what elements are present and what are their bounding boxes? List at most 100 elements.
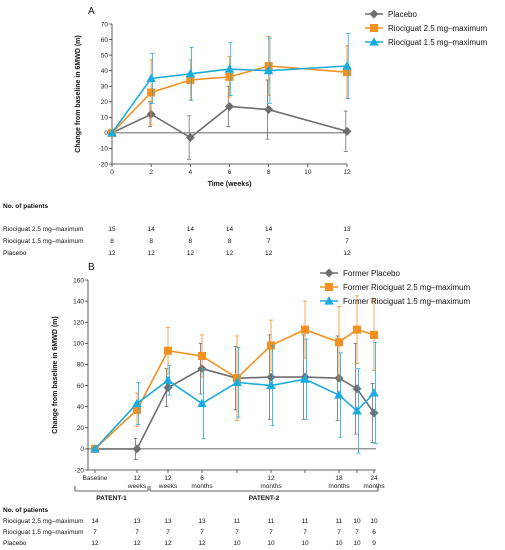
y-tick-label-a-2: 0 xyxy=(104,130,108,137)
data-point-a-1-3 xyxy=(225,72,234,81)
table-cell-b-2-7: 10 xyxy=(335,540,343,547)
legend-label-b-1: Former Riociguat 2.5 mg–maximum xyxy=(343,283,470,292)
data-point-b-1-1 xyxy=(133,405,141,414)
x-tick-label-b-3-1: months xyxy=(191,483,213,490)
table-cell-b-2-8: 10 xyxy=(353,540,361,547)
y-axis-label-b: Change from baseline in 6MWD (m) xyxy=(52,316,59,433)
x-tick-label-a-0: 0 xyxy=(110,169,114,176)
y-tick-label-a-1: -10 xyxy=(99,146,109,153)
y-tick-label-b-9: 160 xyxy=(73,277,84,284)
legend-label-b-0: Former Placebo xyxy=(343,269,400,278)
legend-marker-b-0 xyxy=(324,268,334,278)
data-point-a-0-2 xyxy=(185,133,195,143)
table-cell-a-2-4: 12 xyxy=(265,250,273,257)
table-cell-b-0-7: 11 xyxy=(336,518,343,525)
table-cell-b-2-3: 12 xyxy=(198,540,206,547)
data-point-b-2-6 xyxy=(300,374,310,383)
data-point-a-2-3 xyxy=(224,64,235,73)
x-tick-label-b-2-1: weeks xyxy=(158,483,178,490)
table-cell-b-2-1: 12 xyxy=(133,540,141,547)
x-tick-label-b-3-0: 6 xyxy=(200,475,204,482)
table-cell-b-2-6: 10 xyxy=(301,540,309,547)
legend-label-a-0: Placebo xyxy=(388,10,417,19)
table-row-label-a-1: Riociguat 1.5 mg–maximum xyxy=(3,238,84,245)
series-line-b-2 xyxy=(94,378,375,450)
series-line-b-1 xyxy=(94,328,375,450)
data-point-b-2-0 xyxy=(90,444,100,453)
data-point-b-2-7 xyxy=(334,390,344,399)
table-cell-b-1-7: 7 xyxy=(337,529,341,536)
table-cell-a-0-3: 14 xyxy=(226,226,234,233)
data-point-a-0-5 xyxy=(342,126,352,136)
panel-label-b: B xyxy=(88,262,95,273)
table-cell-b-0-4: 11 xyxy=(234,518,241,525)
table-row-label-a-0: Riociguat 2.5 mg–maximum xyxy=(3,226,84,233)
table-cell-b-1-5: 7 xyxy=(269,529,273,536)
data-point-b-1-2 xyxy=(164,346,172,355)
data-point-b-2-3 xyxy=(197,398,207,408)
series-line-b-0 xyxy=(95,367,375,450)
data-point-b-1-6 xyxy=(301,325,309,334)
legend-marker-b-2 xyxy=(324,296,334,305)
data-point-a-2-4 xyxy=(263,65,274,75)
table-row-label-b-0: Riociguat 2.5 mg–maximum xyxy=(3,518,84,525)
table-cell-a-1-0: 8 xyxy=(110,238,114,245)
table-cell-a-1-3: 8 xyxy=(228,238,232,245)
legend-label-a-2: Riociguat 1.5 mg–maximum xyxy=(388,38,487,47)
legend-label-a-1: Riociguat 2.5 mg–maximum xyxy=(388,24,487,33)
data-point-a-2-2 xyxy=(185,68,196,78)
table-cell-b-1-4: 7 xyxy=(235,529,239,536)
table-cell-b-0-2: 13 xyxy=(164,518,172,525)
y-axis-label-a: Change from baseline in 6MWD (m) xyxy=(75,35,82,152)
table-cell-b-1-9: 6 xyxy=(372,529,376,536)
data-point-a-1-2 xyxy=(186,76,195,84)
x-tick-label-b-5-0: 12 xyxy=(267,475,275,482)
y-tick-label-b-1: 0 xyxy=(80,446,84,453)
table-cell-b-1-2: 7 xyxy=(166,529,170,536)
data-point-b-1-9 xyxy=(370,330,378,339)
legend-marker-a-2 xyxy=(369,37,379,46)
data-point-a-0-3 xyxy=(225,101,234,111)
y-tick-label-a-7: 50 xyxy=(101,52,109,59)
y-tick-label-b-6: 100 xyxy=(73,341,84,348)
x-tick-label-a-5: 10 xyxy=(304,169,312,176)
x-tick-label-a-4: 8 xyxy=(267,169,271,176)
data-point-a-1-1 xyxy=(147,88,156,97)
table-cell-b-0-1: 13 xyxy=(133,518,141,525)
table-cell-b-0-6: 11 xyxy=(302,518,309,525)
data-point-b-1-8 xyxy=(353,325,361,334)
data-point-b-2-5 xyxy=(266,380,276,390)
data-point-b-2-2 xyxy=(163,375,173,384)
y-tick-label-a-9: 70 xyxy=(101,21,109,28)
table-title-b: No. of patients xyxy=(3,507,49,514)
y-tick-label-a-8: 60 xyxy=(101,37,109,44)
table-cell-a-2-3: 12 xyxy=(226,250,234,257)
table-cell-b-2-5: 10 xyxy=(267,540,275,547)
data-point-b-0-5 xyxy=(266,372,276,382)
x-tick-label-a-3: 6 xyxy=(228,169,232,176)
y-tick-label-b-7: 120 xyxy=(73,320,84,327)
table-cell-a-0-5: 13 xyxy=(343,226,351,233)
table-cell-a-0-0: 15 xyxy=(108,226,116,233)
table-cell-b-1-3: 7 xyxy=(200,529,204,536)
y-tick-label-a-6: 40 xyxy=(101,68,109,75)
x-tick-label-a-6: 12 xyxy=(343,169,351,176)
table-cell-a-1-5: 7 xyxy=(345,238,349,245)
data-point-b-1-3 xyxy=(198,352,206,360)
legend-marker-b-1 xyxy=(325,283,333,291)
data-point-b-0-1 xyxy=(132,444,142,454)
series-line-a-2 xyxy=(111,65,348,134)
table-cell-b-2-0: 12 xyxy=(91,540,99,547)
data-point-b-2-8 xyxy=(352,406,362,415)
data-point-a-1-5 xyxy=(343,68,351,77)
y-tick-label-b-0: -20 xyxy=(75,467,85,474)
table-cell-a-2-5: 12 xyxy=(343,250,351,257)
table-cell-a-2-0: 12 xyxy=(108,250,116,257)
data-point-b-2-1 xyxy=(132,398,142,408)
x-tick-label-a-1: 2 xyxy=(149,169,153,176)
x-tick-label-b-9-0: 24 xyxy=(370,475,378,482)
table-cell-b-0-3: 13 xyxy=(198,518,206,525)
data-point-b-2-9 xyxy=(369,388,379,397)
table-cell-b-2-4: 10 xyxy=(233,540,241,547)
table-cell-b-1-8: 7 xyxy=(355,529,359,536)
